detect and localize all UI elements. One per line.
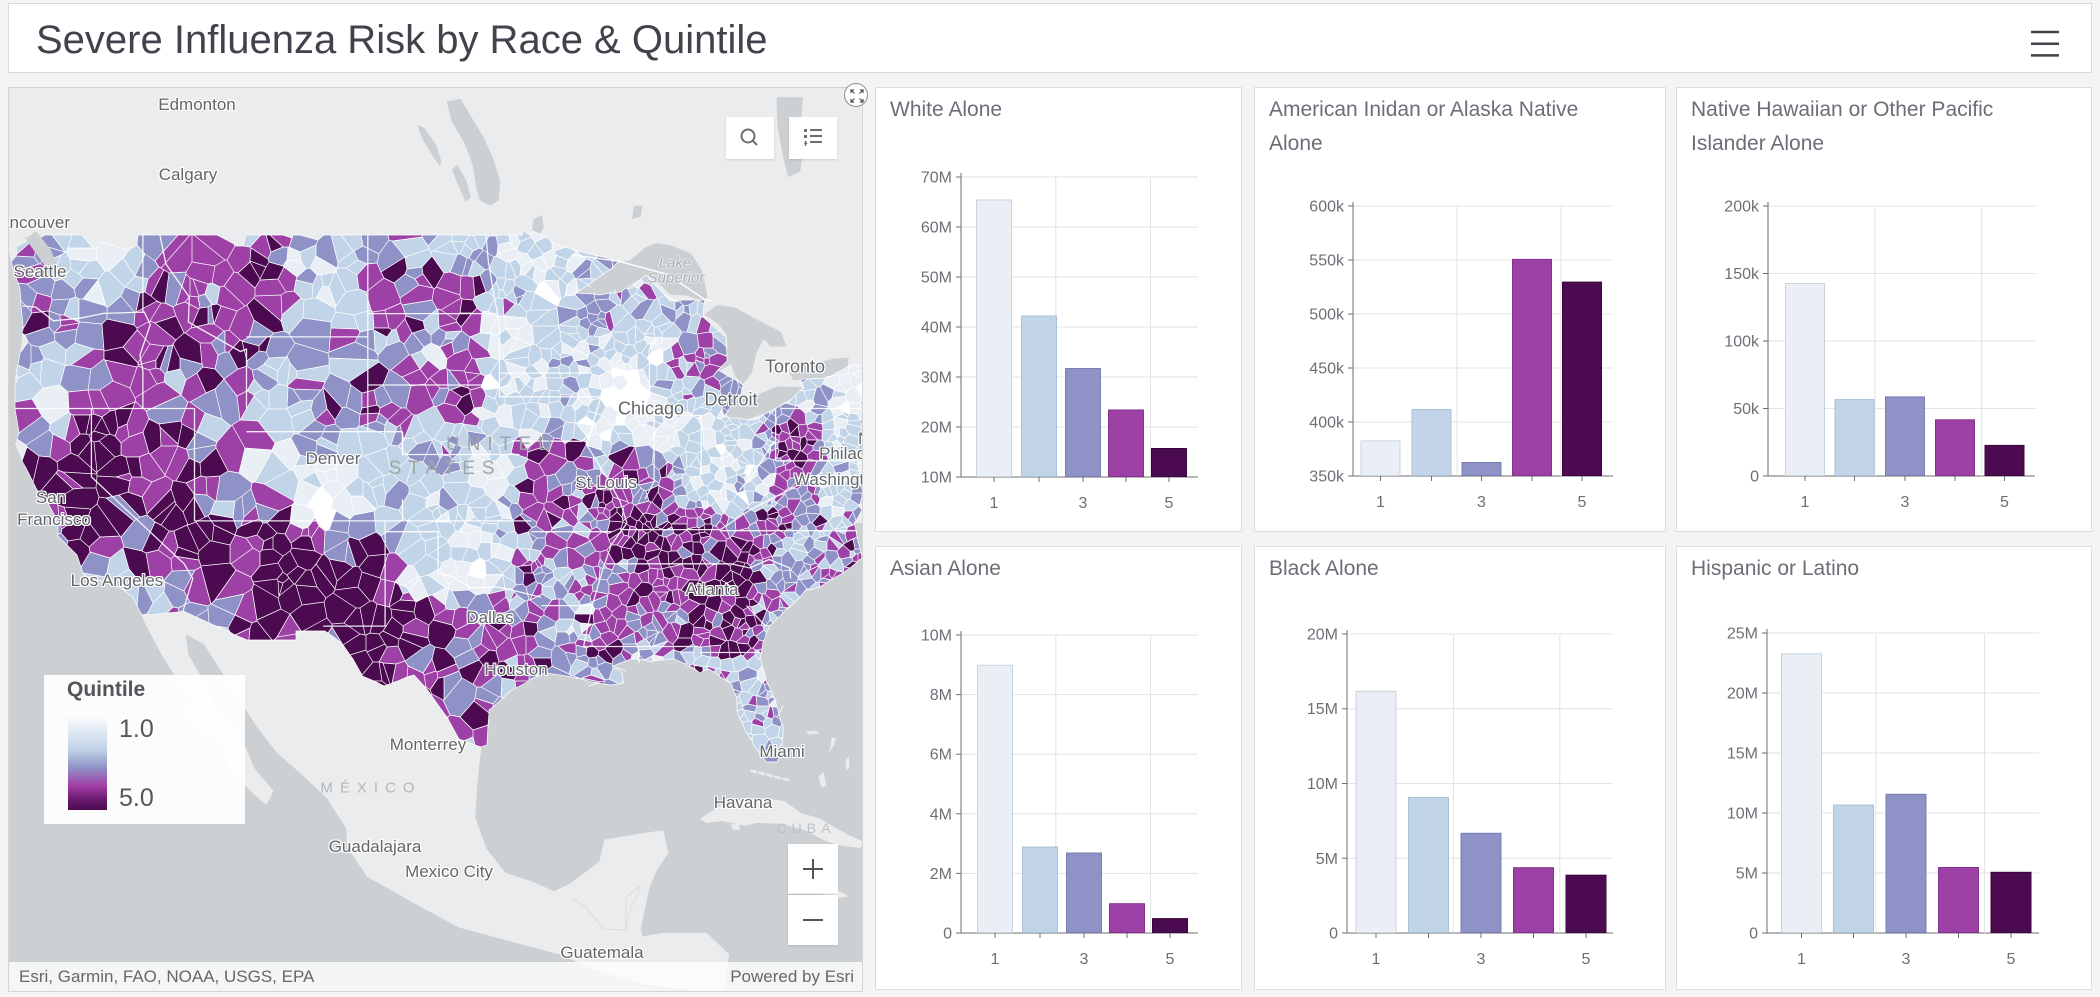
svg-text:15M: 15M — [1727, 746, 1758, 763]
svg-text:150k: 150k — [1724, 266, 1760, 283]
svg-text:20M: 20M — [1307, 627, 1338, 644]
svg-text:2M: 2M — [930, 866, 952, 883]
svg-text:10M: 10M — [1307, 776, 1338, 793]
svg-text:1: 1 — [1376, 494, 1385, 511]
svg-text:350k: 350k — [1309, 469, 1345, 486]
svg-text:100k: 100k — [1724, 334, 1760, 351]
svg-text:20M: 20M — [921, 420, 952, 437]
svg-text:500k: 500k — [1309, 307, 1345, 324]
svg-text:4M: 4M — [930, 806, 952, 823]
svg-text:3: 3 — [1079, 495, 1088, 512]
svg-text:10M: 10M — [921, 470, 952, 487]
svg-text:60M: 60M — [921, 220, 952, 237]
svg-text:5: 5 — [1578, 494, 1587, 511]
svg-text:5M: 5M — [1736, 866, 1758, 883]
svg-text:0: 0 — [1329, 926, 1338, 943]
svg-text:8M: 8M — [930, 687, 952, 704]
svg-text:6M: 6M — [930, 747, 952, 764]
svg-text:1: 1 — [1797, 951, 1806, 968]
svg-text:3: 3 — [1901, 494, 1910, 511]
svg-text:70M: 70M — [921, 170, 952, 187]
svg-text:1: 1 — [991, 951, 1000, 968]
svg-text:40M: 40M — [921, 320, 952, 337]
svg-text:50k: 50k — [1733, 401, 1760, 418]
svg-text:1: 1 — [990, 495, 999, 512]
svg-text:30M: 30M — [921, 370, 952, 387]
svg-text:1: 1 — [1372, 951, 1381, 968]
svg-text:25M: 25M — [1727, 626, 1758, 643]
svg-text:200k: 200k — [1724, 199, 1760, 216]
svg-text:5: 5 — [1582, 951, 1591, 968]
svg-text:450k: 450k — [1309, 361, 1345, 378]
svg-text:600k: 600k — [1309, 199, 1345, 216]
svg-text:5: 5 — [1165, 495, 1174, 512]
svg-text:550k: 550k — [1309, 253, 1345, 270]
svg-text:3: 3 — [1080, 951, 1089, 968]
svg-text:3: 3 — [1902, 951, 1911, 968]
svg-text:0: 0 — [1750, 469, 1759, 486]
svg-text:50M: 50M — [921, 270, 952, 287]
svg-text:10M: 10M — [921, 628, 952, 645]
svg-text:400k: 400k — [1309, 415, 1345, 432]
svg-text:0: 0 — [943, 926, 952, 943]
svg-text:5M: 5M — [1316, 851, 1338, 868]
svg-text:5: 5 — [2000, 494, 2009, 511]
svg-text:3: 3 — [1477, 494, 1486, 511]
svg-text:10M: 10M — [1727, 806, 1758, 823]
svg-text:20M: 20M — [1727, 686, 1758, 703]
svg-text:1: 1 — [1801, 494, 1810, 511]
svg-text:5: 5 — [2007, 951, 2016, 968]
svg-text:5: 5 — [1166, 951, 1175, 968]
svg-text:3: 3 — [1477, 951, 1486, 968]
svg-text:0: 0 — [1749, 926, 1758, 943]
svg-text:15M: 15M — [1307, 701, 1338, 718]
